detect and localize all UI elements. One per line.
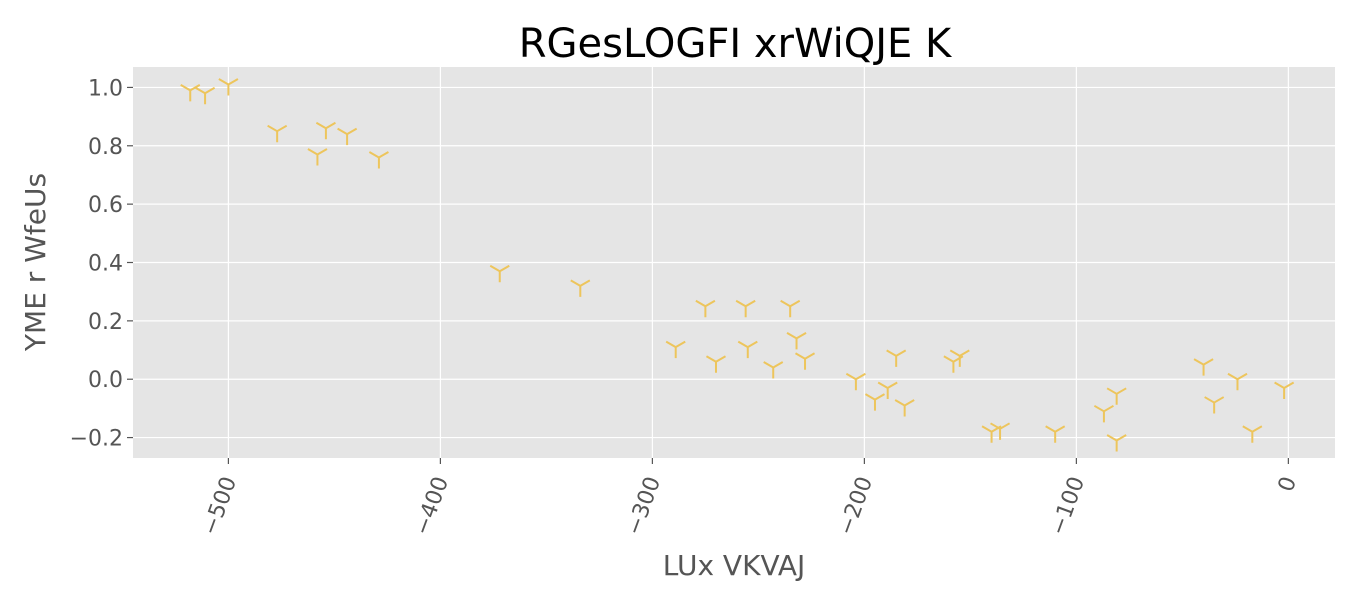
data-point — [894, 399, 915, 417]
data-point — [786, 331, 807, 350]
x-tick-label: 0 — [1274, 474, 1302, 496]
data-point — [695, 299, 716, 318]
data-point — [1106, 387, 1127, 405]
data-point — [1106, 434, 1127, 452]
data-point — [489, 264, 510, 283]
data-point — [267, 124, 288, 143]
data-point — [195, 86, 216, 105]
data-point — [1204, 396, 1225, 414]
data-point — [1242, 425, 1263, 443]
x-tick-label: −500 — [198, 474, 242, 539]
y-tick-label: 0.0 — [88, 368, 123, 393]
grid-lines — [133, 67, 1335, 458]
x-tick-label: −300 — [622, 474, 666, 539]
data-point — [981, 425, 1002, 443]
data-point — [368, 151, 389, 169]
data-points — [180, 78, 1295, 452]
data-point — [949, 349, 970, 367]
y-tick-label: 0.2 — [88, 310, 123, 335]
y-tick-label: 0.8 — [88, 135, 123, 160]
data-point — [337, 127, 358, 146]
data-point — [864, 393, 886, 411]
x-tick-label: −200 — [834, 474, 878, 539]
data-point — [737, 340, 758, 359]
y-tick-label: 0.6 — [88, 193, 123, 218]
data-point — [570, 279, 591, 297]
x-tick-label: −100 — [1046, 474, 1090, 539]
y-axis-label: YME r WfeUs — [19, 173, 52, 352]
data-point — [180, 83, 201, 102]
x-tick-label: −400 — [410, 474, 454, 539]
data-point — [845, 372, 866, 391]
x-axis-label: LUx VKVAJ — [663, 549, 805, 582]
data-point — [665, 340, 686, 359]
y-axis-ticks: −0.2 0.0 0.2 0.4 0.6 0.8 1.0 — [70, 76, 133, 452]
data-point — [307, 148, 328, 166]
y-tick-label: 0.4 — [88, 252, 123, 277]
data-point — [780, 299, 801, 318]
x-axis-ticks: −500 −400 −300 −200 −100 0 — [198, 458, 1302, 539]
data-point — [943, 355, 964, 373]
y-tick-label: −0.2 — [70, 427, 123, 452]
data-point — [877, 381, 898, 399]
data-point — [1227, 372, 1248, 391]
data-point — [886, 349, 907, 367]
data-point — [794, 352, 816, 370]
data-point — [1045, 425, 1066, 443]
data-point — [735, 299, 756, 318]
data-point — [990, 422, 1011, 440]
data-point — [705, 355, 727, 373]
y-tick-label: 1.0 — [88, 76, 123, 101]
data-point — [1093, 404, 1114, 423]
data-point — [218, 78, 239, 96]
chart-title: RGesLOGFI xrWiQJE K — [519, 21, 953, 67]
data-point — [1274, 381, 1295, 399]
data-point — [1193, 358, 1214, 376]
data-point — [763, 361, 784, 379]
data-point — [315, 121, 336, 140]
